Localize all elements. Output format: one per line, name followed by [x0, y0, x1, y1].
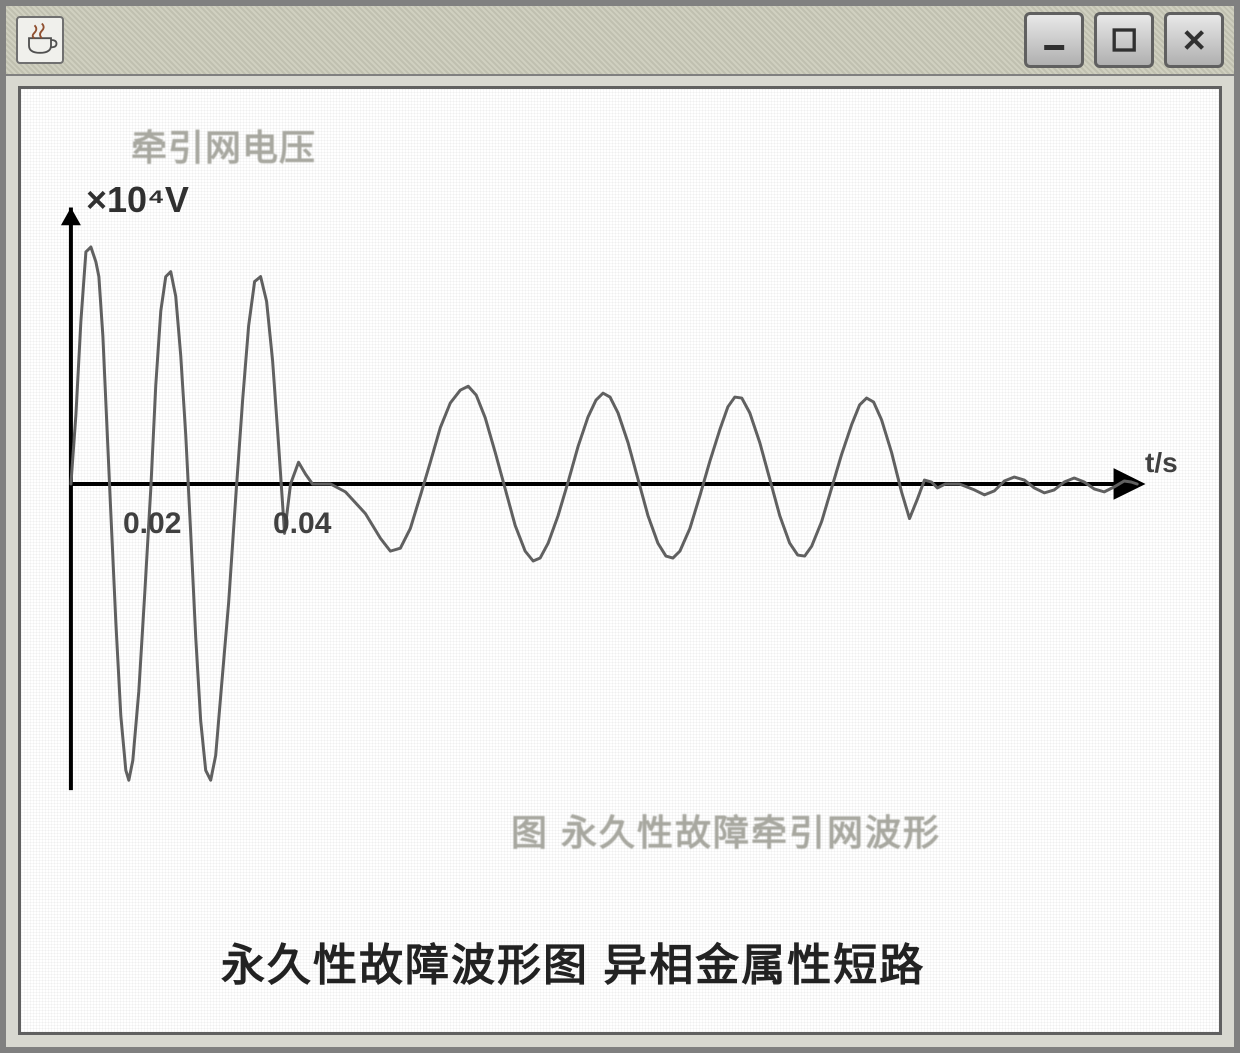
figure-caption: 图 永久性故障牵引网波形 [511, 804, 941, 856]
minimize-button[interactable] [1024, 12, 1084, 68]
x-tick-label: 0.04 [273, 507, 331, 541]
chart-header-text: 牵引网电压 [131, 119, 316, 171]
content-pane: 牵引网电压 ×10⁴V t/s 图 永久性故障牵引网波形 永久性故障波形图 异相… [18, 86, 1222, 1035]
maximize-button[interactable] [1094, 12, 1154, 68]
x-tick-label: 0.02 [123, 507, 181, 541]
x-axis-label: t/s [1145, 447, 1178, 479]
chart-area: 牵引网电压 ×10⁴V t/s 图 永久性故障牵引网波形 永久性故障波形图 异相… [21, 89, 1219, 1032]
bottom-title: 永久性故障波形图 异相金属性短路 [221, 929, 925, 993]
window-buttons [1024, 12, 1224, 68]
waveform-chart [21, 89, 1219, 1032]
close-button[interactable] [1164, 12, 1224, 68]
java-cup-icon [16, 16, 64, 64]
app-window: 牵引网电压 ×10⁴V t/s 图 永久性故障牵引网波形 永久性故障波形图 异相… [0, 0, 1240, 1053]
y-axis-unit: ×10⁴V [86, 179, 189, 221]
title-bar[interactable] [6, 6, 1234, 76]
